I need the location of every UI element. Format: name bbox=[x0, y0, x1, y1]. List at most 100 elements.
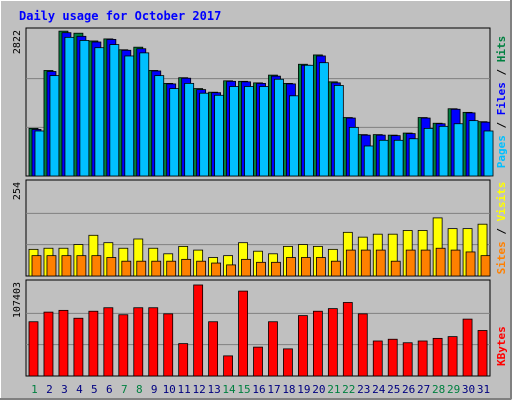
day-label-28: 28 bbox=[432, 383, 445, 396]
bar-pages-day-5 bbox=[94, 47, 105, 177]
day-label-3: 3 bbox=[61, 383, 68, 396]
scale-label-top: 2822 bbox=[12, 30, 23, 54]
bar-pages-day-3 bbox=[64, 36, 75, 177]
day-label-2: 2 bbox=[46, 383, 53, 396]
bar-pages-day-11 bbox=[184, 82, 195, 177]
bar-sites-day-31 bbox=[480, 255, 491, 277]
bar-pages-day-9 bbox=[154, 75, 165, 177]
bar-pages-day-6 bbox=[109, 44, 120, 177]
bar-kbytes-day-26 bbox=[402, 342, 413, 377]
panel-bottom: 107403 bbox=[12, 279, 491, 377]
day-label-7: 7 bbox=[121, 383, 128, 396]
bar-pages-day-31 bbox=[483, 130, 494, 177]
panel-middle: 254 bbox=[12, 179, 491, 277]
day-label-9: 9 bbox=[151, 383, 158, 396]
bar-kbytes-day-7 bbox=[118, 314, 129, 377]
day-label-17: 17 bbox=[267, 383, 280, 396]
day-label-30: 30 bbox=[462, 383, 475, 396]
bar-pages-day-24 bbox=[378, 139, 389, 177]
day-label-25: 25 bbox=[387, 383, 400, 396]
bar-pages-day-25 bbox=[393, 139, 404, 177]
day-label-16: 16 bbox=[252, 383, 265, 396]
bar-kbytes-day-15 bbox=[238, 290, 248, 377]
bar-sites-day-29 bbox=[450, 249, 461, 277]
day-label-26: 26 bbox=[402, 383, 415, 396]
bar-pages-day-19 bbox=[304, 64, 314, 177]
legend-top-item-4: Hits bbox=[495, 36, 508, 63]
day-label-10: 10 bbox=[163, 383, 176, 396]
bar-kbytes-day-30 bbox=[462, 318, 473, 377]
bar-kbytes-day-17 bbox=[268, 321, 278, 377]
legend-middle: Sites / Visits bbox=[495, 182, 508, 275]
day-label-14: 14 bbox=[222, 383, 236, 396]
bar-kbytes-day-3 bbox=[58, 309, 69, 377]
bar-sites-day-10 bbox=[166, 260, 177, 277]
bar-sites-day-26 bbox=[405, 249, 416, 277]
bar-sites-day-16 bbox=[256, 261, 266, 277]
bar-sites-day-21 bbox=[330, 260, 341, 277]
bar-pages-day-8 bbox=[139, 52, 150, 177]
bar-sites-day-30 bbox=[465, 251, 476, 277]
bar-sites-day-1 bbox=[31, 255, 42, 277]
bar-pages-day-18 bbox=[289, 95, 299, 177]
bar-sites-day-20 bbox=[315, 257, 326, 277]
bar-sites-day-22 bbox=[345, 249, 356, 277]
bar-kbytes-day-14 bbox=[223, 355, 233, 377]
scale-label-middle: 254 bbox=[12, 182, 23, 200]
bar-kbytes-day-29 bbox=[447, 336, 458, 377]
bar-sites-day-2 bbox=[46, 255, 57, 277]
day-label-29: 29 bbox=[447, 383, 460, 396]
day-label-4: 4 bbox=[76, 383, 83, 396]
day-label-24: 24 bbox=[372, 383, 386, 396]
bar-kbytes-day-12 bbox=[193, 284, 204, 377]
legend-top: Pages / Files / Hits bbox=[495, 36, 508, 169]
bar-kbytes-day-1 bbox=[28, 321, 39, 377]
day-label-21: 21 bbox=[327, 383, 340, 396]
bar-sites-day-9 bbox=[151, 260, 162, 277]
bar-sites-day-3 bbox=[61, 255, 72, 277]
legends-group: Pages / Files / Hits Sites / Visits KBytes bbox=[495, 36, 508, 366]
bar-sites-day-14 bbox=[226, 264, 236, 277]
bar-sites-day-6 bbox=[106, 257, 117, 277]
bar-sites-day-4 bbox=[76, 255, 87, 277]
bar-kbytes-day-13 bbox=[208, 321, 219, 377]
bar-pages-day-7 bbox=[124, 55, 135, 177]
legend-top-item-3: / bbox=[495, 62, 508, 82]
scale-label-bottom: 107403 bbox=[12, 282, 23, 318]
bar-pages-day-12 bbox=[199, 92, 210, 177]
bar-pages-day-14 bbox=[229, 86, 239, 177]
bar-sites-day-19 bbox=[301, 257, 311, 277]
day-label-5: 5 bbox=[91, 383, 98, 396]
day-label-13: 13 bbox=[207, 383, 220, 396]
bar-sites-day-15 bbox=[241, 258, 251, 277]
bar-kbytes-day-27 bbox=[417, 340, 428, 377]
chart-title: Daily usage for October 2017 bbox=[19, 9, 221, 23]
bar-sites-day-24 bbox=[375, 249, 386, 277]
bar-pages-day-4 bbox=[79, 40, 90, 177]
legend-bottom-item-0: KBytes bbox=[495, 326, 508, 366]
bar-sites-day-25 bbox=[390, 260, 401, 277]
day-label-12: 12 bbox=[193, 383, 206, 396]
bar-sites-day-12 bbox=[196, 260, 207, 277]
bar-kbytes-day-19 bbox=[298, 315, 308, 377]
bar-kbytes-day-4 bbox=[73, 317, 84, 377]
day-label-22: 22 bbox=[342, 383, 355, 396]
day-label-11: 11 bbox=[178, 383, 191, 396]
day-label-23: 23 bbox=[357, 383, 370, 396]
bar-kbytes-day-21 bbox=[327, 308, 338, 377]
bar-sites-day-23 bbox=[360, 249, 371, 277]
legend-middle-item-0: Sites bbox=[495, 241, 508, 274]
bar-kbytes-day-2 bbox=[43, 311, 54, 377]
day-label-19: 19 bbox=[297, 383, 310, 396]
bar-sites-day-27 bbox=[420, 249, 431, 277]
bar-pages-day-13 bbox=[214, 94, 225, 177]
bar-sites-day-28 bbox=[435, 247, 446, 277]
day-label-8: 8 bbox=[136, 383, 143, 396]
bar-sites-day-18 bbox=[286, 257, 296, 277]
bar-kbytes-day-25 bbox=[387, 338, 398, 377]
day-labels-group: 1 2 3 4 5 6 7 8 9 10 11 12 13 14 15 16 17 18 19 20 21 22 23 24 2… bbox=[31, 383, 490, 396]
bar-sites-day-17 bbox=[271, 261, 281, 277]
bar-kbytes-day-5 bbox=[88, 310, 99, 377]
